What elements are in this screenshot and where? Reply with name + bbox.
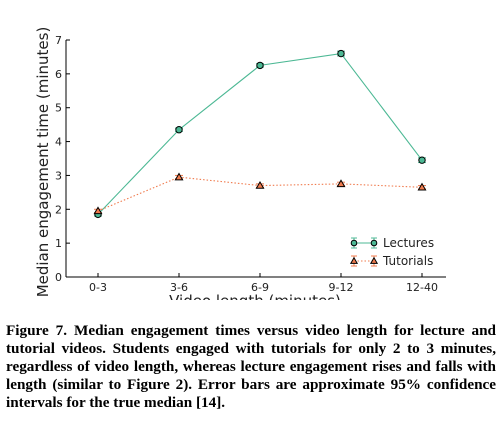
y-tick-label: 4 bbox=[55, 136, 62, 149]
legend-item-tutorials: Tutorials bbox=[349, 254, 433, 268]
y-tick-label: 7 bbox=[55, 34, 62, 47]
tutorials-point bbox=[93, 206, 103, 215]
legend-marker bbox=[369, 256, 379, 264]
lectures-point bbox=[337, 49, 345, 58]
tutorials-point bbox=[174, 172, 184, 181]
x-tick-label: 3-6 bbox=[170, 281, 188, 294]
series-lectures bbox=[94, 49, 426, 219]
engagement-chart: 0 1 2 3 4 5 6 7 0-3 3-6 6-9 9-12 12-40 Lectures Tutor… bbox=[34, 27, 446, 300]
tutorials-point bbox=[417, 182, 427, 191]
legend-item-lectures: Lectures bbox=[350, 236, 434, 250]
y-tick-label: 1 bbox=[55, 237, 62, 250]
x-tick-label: 9-12 bbox=[329, 281, 354, 294]
legend-marker bbox=[370, 239, 378, 247]
y-axis-label: Median engagement time (minutes) bbox=[34, 27, 52, 298]
lectures-point bbox=[256, 61, 264, 70]
lectures-point bbox=[175, 126, 183, 134]
figure-caption: Figure 7. Median engagement times versus… bbox=[6, 322, 496, 411]
series-layer bbox=[93, 49, 427, 219]
series-tutorials bbox=[93, 172, 427, 215]
x-tick-label: 12-40 bbox=[406, 281, 438, 294]
y-tick-label: 6 bbox=[55, 68, 62, 81]
axes: 0 1 2 3 4 5 6 7 0-3 3-6 6-9 9-12 12-40 bbox=[55, 34, 446, 294]
y-tick-label: 5 bbox=[55, 102, 62, 115]
x-axis-label: Video length (minutes) bbox=[169, 292, 341, 300]
legend-label: Tutorials bbox=[382, 254, 433, 268]
tutorials-point bbox=[255, 180, 265, 189]
y-tick-label: 0 bbox=[55, 271, 62, 284]
lectures-point bbox=[418, 156, 426, 164]
tutorials-point bbox=[336, 179, 346, 188]
x-tick-label: 6-9 bbox=[251, 281, 269, 294]
legend-marker bbox=[350, 239, 358, 247]
legend: Lectures Tutorials bbox=[349, 236, 434, 268]
y-tick-label: 2 bbox=[55, 203, 62, 216]
legend-marker bbox=[349, 256, 359, 264]
y-tick-label: 3 bbox=[55, 169, 62, 182]
x-tick-label: 0-3 bbox=[89, 281, 107, 294]
legend-label: Lectures bbox=[383, 236, 434, 250]
